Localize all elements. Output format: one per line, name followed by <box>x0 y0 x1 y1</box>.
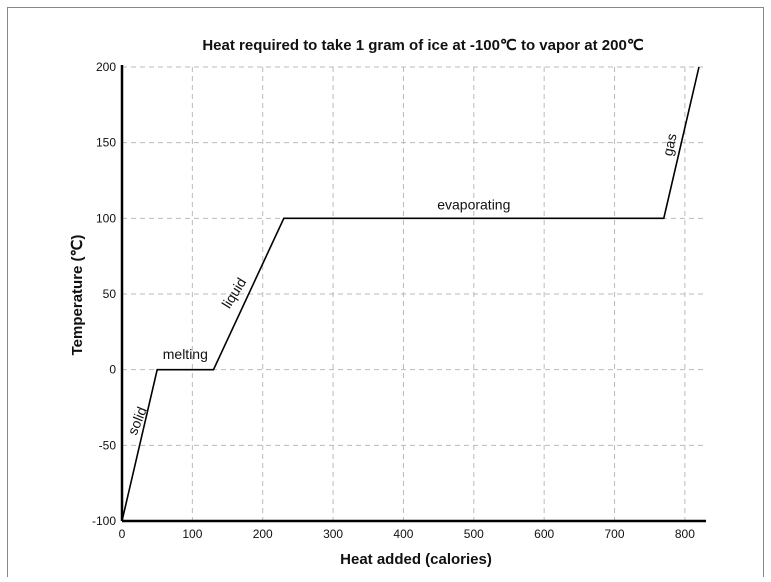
x-tick-label: 200 <box>253 527 273 541</box>
annotation-label: gas <box>659 132 679 157</box>
annotation-label: liquid <box>218 275 249 311</box>
x-tick-label: 500 <box>464 527 484 541</box>
y-tick-label: 150 <box>96 136 116 150</box>
y-tick-label: 200 <box>96 60 116 74</box>
y-axis-ticks: -100 -50 0 50 100 150 200 <box>92 60 116 528</box>
x-tick-label: 300 <box>323 527 343 541</box>
grid <box>122 66 706 521</box>
x-tick-label: 400 <box>393 527 413 541</box>
x-tick-label: 700 <box>605 527 625 541</box>
y-axis-label: Temperature (℃) <box>69 235 86 356</box>
y-tick-label: 50 <box>103 287 117 301</box>
x-axis-label: Heat added (calories) <box>340 551 492 568</box>
x-tick-label: 600 <box>534 527 554 541</box>
y-tick-label: 100 <box>96 211 116 225</box>
annotation-label: evaporating <box>437 196 510 212</box>
x-axis-ticks: 0 100 200 300 400 500 600 700 800 <box>119 527 696 541</box>
x-tick-label: 0 <box>119 527 126 541</box>
series <box>121 66 700 522</box>
y-tick-label: -50 <box>99 438 117 452</box>
y-tick-label: -100 <box>92 514 116 528</box>
series-line <box>121 66 700 522</box>
x-tick-label: 100 <box>182 527 202 541</box>
x-tick-label: 800 <box>675 527 695 541</box>
chart-title: Heat required to take 1 gram of ice at -… <box>202 37 643 54</box>
axes <box>120 65 706 523</box>
y-tick-label: 0 <box>109 363 116 377</box>
annotation-label: melting <box>163 346 208 362</box>
